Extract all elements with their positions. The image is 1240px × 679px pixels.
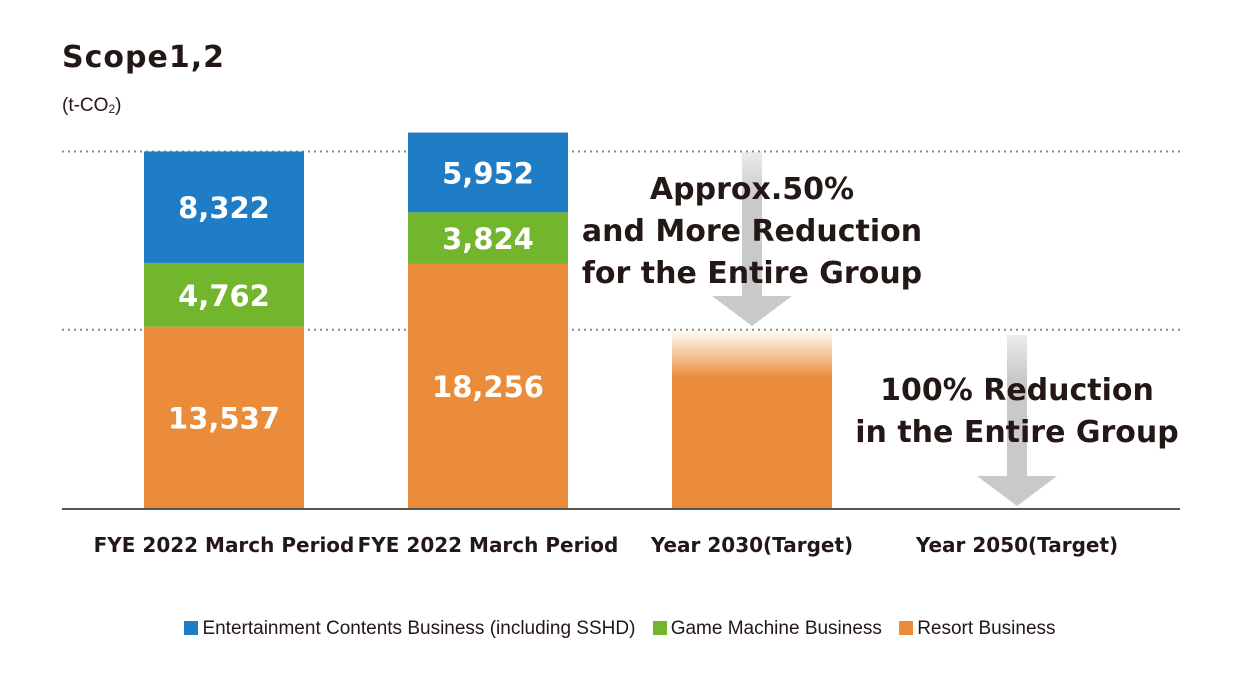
legend-swatch-entertainment: [184, 621, 199, 635]
annotation-1-line-1: Approx.50%: [650, 172, 854, 207]
data-label-1-3: 8,322: [178, 191, 270, 225]
bar-2-segment-3: [408, 132, 568, 213]
data-label-1-1: 13,537: [168, 401, 280, 435]
annotation-2-line-2: in the Entire Group: [855, 415, 1179, 450]
legend-item-resort: Resort Business: [899, 618, 1056, 640]
x-tick-label-1: FYE 2022 March Period: [94, 533, 355, 557]
legend-swatch-resort: [899, 621, 914, 635]
target-bar-2030: [672, 329, 832, 508]
bar-1-segment-3: [144, 151, 304, 263]
legend-swatch-game-machine: [652, 621, 667, 635]
reduction-arrow-2050: [977, 335, 1057, 506]
bar-2-segment-2: [408, 212, 568, 264]
x-tick-label-4: Year 2050(Target): [915, 533, 1118, 557]
legend-label-entertainment: Entertainment Contents Business (includi…: [202, 618, 636, 639]
reduction-arrow-2030: [712, 152, 792, 326]
unit-label: (t-CO2): [62, 95, 122, 116]
legend-item-game-machine: Game Machine Business: [652, 618, 882, 640]
legend-label-game-machine: Game Machine Business: [670, 618, 882, 639]
data-label-1-2: 4,762: [178, 279, 270, 313]
annotation-2-line-1: 100% Reduction: [880, 373, 1154, 408]
data-label-2-3: 5,952: [442, 156, 534, 190]
legend-label-resort: Resort Business: [917, 618, 1056, 639]
annotation-1-line-3: for the Entire Group: [582, 256, 922, 291]
chart-title: Scope1,2: [62, 40, 225, 75]
annotation-1-line-2: and More Reduction: [582, 214, 922, 249]
bar-2-segment-1: [408, 263, 568, 508]
legend: Entertainment Contents Business (includi…: [0, 618, 1240, 640]
data-label-2-1: 18,256: [432, 370, 544, 404]
legend-item-entertainment: Entertainment Contents Business (includi…: [184, 618, 635, 640]
bar-1-segment-1: [144, 326, 304, 508]
bar-1-segment-2: [144, 262, 304, 327]
data-label-2-2: 3,824: [442, 222, 534, 256]
x-tick-label-2: FYE 2022 March Period: [358, 533, 619, 557]
x-tick-label-3: Year 2030(Target): [650, 533, 853, 557]
